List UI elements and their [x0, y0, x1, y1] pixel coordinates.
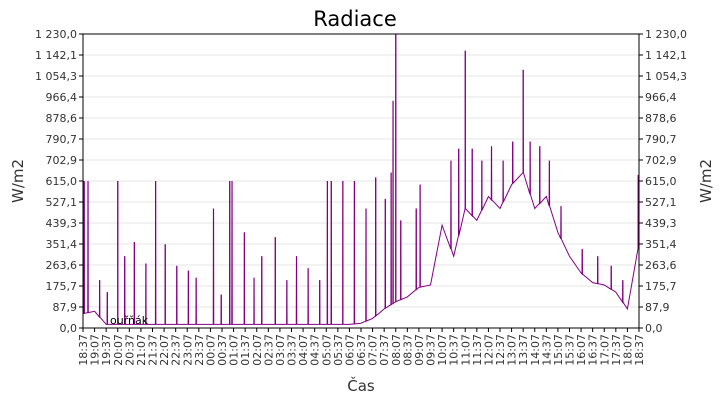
x-tick-label: 07:07: [367, 334, 380, 366]
x-tick-label: 01:37: [239, 334, 252, 366]
y-tick-label-right: 0,0: [645, 322, 663, 335]
x-tick-label: 05:37: [332, 334, 345, 366]
chart-title: Radiace: [313, 7, 397, 31]
x-tick-label: 04:07: [297, 334, 310, 366]
x-tick-label: 18:07: [621, 334, 634, 366]
y-tick-label-left: 1 142,1: [35, 49, 77, 62]
x-tick-label: 12:07: [482, 334, 495, 366]
y-tick-label-left: 263,6: [46, 259, 78, 272]
x-tick-label: 23:37: [193, 334, 206, 366]
y-tick-label-right: 439,3: [645, 217, 677, 230]
x-tick-label: 11:37: [471, 334, 484, 366]
y-tick-label-right: 615,0: [645, 175, 677, 188]
y-tick-label-right: 351,4: [645, 238, 677, 251]
y-tick-label-right: 878,6: [645, 112, 677, 125]
y-tick-label-left: 878,6: [46, 112, 78, 125]
x-tick-label: 20:37: [123, 334, 136, 366]
y-tick-label-right: 175,7: [645, 280, 677, 293]
x-axis-label: Čas: [347, 376, 375, 395]
y-tick-label-right: 702,9: [645, 154, 677, 167]
x-tick-label: 16:07: [575, 334, 588, 366]
y-tick-label-right: 966,4: [645, 91, 677, 104]
x-tick-label: 10:07: [436, 334, 449, 366]
x-tick-label: 22:07: [158, 334, 171, 366]
x-tick-label: 20:07: [112, 334, 125, 366]
x-tick-label: 15:37: [564, 334, 577, 366]
y-tick-label-right: 1 230,0: [645, 28, 687, 41]
x-tick-label: 08:07: [390, 334, 403, 366]
y-tick-label-left: 702,9: [46, 154, 78, 167]
x-tick-label: 18:37: [77, 334, 90, 366]
y-tick-label-left: 615,0: [46, 175, 78, 188]
y-tick-label-left: 1 054,3: [35, 70, 77, 83]
x-tick-label: 18:37: [633, 334, 646, 366]
y-tick-label-right: 87,9: [645, 301, 670, 314]
x-tick-label: 06:07: [343, 334, 356, 366]
x-tick-label: 07:37: [378, 334, 391, 366]
x-tick-label: 22:37: [170, 334, 183, 366]
x-tick-label: 11:07: [459, 334, 472, 366]
y-tick-label-left: 790,7: [46, 133, 78, 146]
x-tick-label: 15:07: [552, 334, 565, 366]
y-axis-label-right: W/m2: [697, 159, 715, 203]
annotation-label: ouřňák: [110, 314, 149, 327]
y-tick-label-left: 966,4: [46, 91, 78, 104]
x-tick-label: 14:37: [540, 334, 553, 366]
y-tick-label-left: 87,9: [53, 301, 78, 314]
x-tick-label: 09:37: [425, 334, 438, 366]
x-tick-label: 19:07: [89, 334, 102, 366]
x-tick-label: 13:37: [517, 334, 530, 366]
y-tick-label-right: 790,7: [645, 133, 677, 146]
x-tick-label: 08:37: [401, 334, 414, 366]
x-tick-label: 23:07: [181, 334, 194, 366]
series-line: [82, 33, 640, 325]
y-tick-label-right: 263,6: [645, 259, 677, 272]
y-axis-label-left: W/m2: [9, 159, 27, 203]
y-tick-label-left: 1 230,0: [35, 28, 77, 41]
y-tick-label-right: 527,1: [645, 196, 677, 209]
y-tick-label-left: 175,7: [46, 280, 78, 293]
x-tick-label: 00:37: [216, 334, 229, 366]
x-tick-label: 02:37: [262, 334, 275, 366]
x-tick-label: 19:37: [100, 334, 113, 366]
x-tick-label: 16:37: [587, 334, 600, 366]
x-tick-label: 01:07: [228, 334, 241, 366]
x-tick-label: 05:07: [320, 334, 333, 366]
y-tick-label-right: 1 054,3: [645, 70, 687, 83]
x-tick-label: 06:37: [355, 334, 368, 366]
x-tick-label: 17:37: [610, 334, 623, 366]
x-tick-label: 03:37: [286, 334, 299, 366]
x-tick-label: 04:37: [309, 334, 322, 366]
x-tick-label: 03:07: [274, 334, 287, 366]
y-tick-label-right: 1 142,1: [645, 49, 687, 62]
x-tick-label: 21:07: [135, 334, 148, 366]
y-tick-label-left: 0,0: [60, 322, 78, 335]
x-tick-label: 00:07: [204, 334, 217, 366]
x-tick-label: 14:07: [529, 334, 542, 366]
x-tick-label: 21:37: [147, 334, 160, 366]
x-tick-label: 17:07: [598, 334, 611, 366]
x-tick-label: 10:37: [448, 334, 461, 366]
x-tick-label: 09:07: [413, 334, 426, 366]
y-tick-label-left: 527,1: [46, 196, 78, 209]
y-tick-label-left: 439,3: [46, 217, 78, 230]
x-tick-label: 13:07: [506, 334, 519, 366]
plot-area-frame: [82, 33, 640, 329]
y-tick-label-left: 351,4: [46, 238, 78, 251]
x-tick-label: 12:37: [494, 334, 507, 366]
x-tick-label: 02:07: [251, 334, 264, 366]
